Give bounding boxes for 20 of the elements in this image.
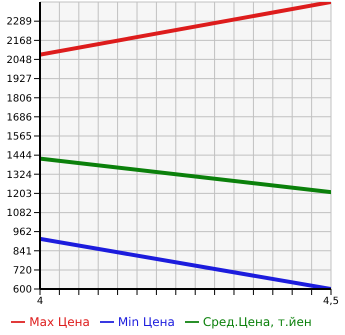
y-tick-label: 1444	[6, 150, 32, 162]
y-tick-label: 600	[12, 284, 32, 296]
y-tick-label: 2048	[6, 54, 32, 66]
y-tick-label: 1686	[6, 112, 32, 124]
legend-label: Сред.Цена, т.йен	[202, 315, 312, 329]
y-tick-label: 841	[12, 246, 32, 258]
legend-label: Min Цена	[118, 315, 175, 329]
y-tick-label: 1927	[6, 74, 32, 86]
x-tick-label: 4,5	[323, 296, 339, 308]
y-tick-label: 1082	[6, 208, 32, 220]
x-tick-label: 4	[36, 296, 44, 308]
legend-label: Max Цена	[29, 315, 90, 329]
y-tick-label: 1324	[6, 170, 32, 181]
y-tick-label: 2289	[6, 16, 32, 28]
y-tick-label: 2168	[6, 36, 32, 47]
y-tick-label: 720	[12, 266, 32, 277]
y-tick-label: 1806	[6, 93, 32, 104]
y-tick-label: 1565	[6, 132, 32, 143]
y-tick-label: 1203	[6, 188, 32, 200]
y-tick-label: 962	[12, 227, 32, 238]
